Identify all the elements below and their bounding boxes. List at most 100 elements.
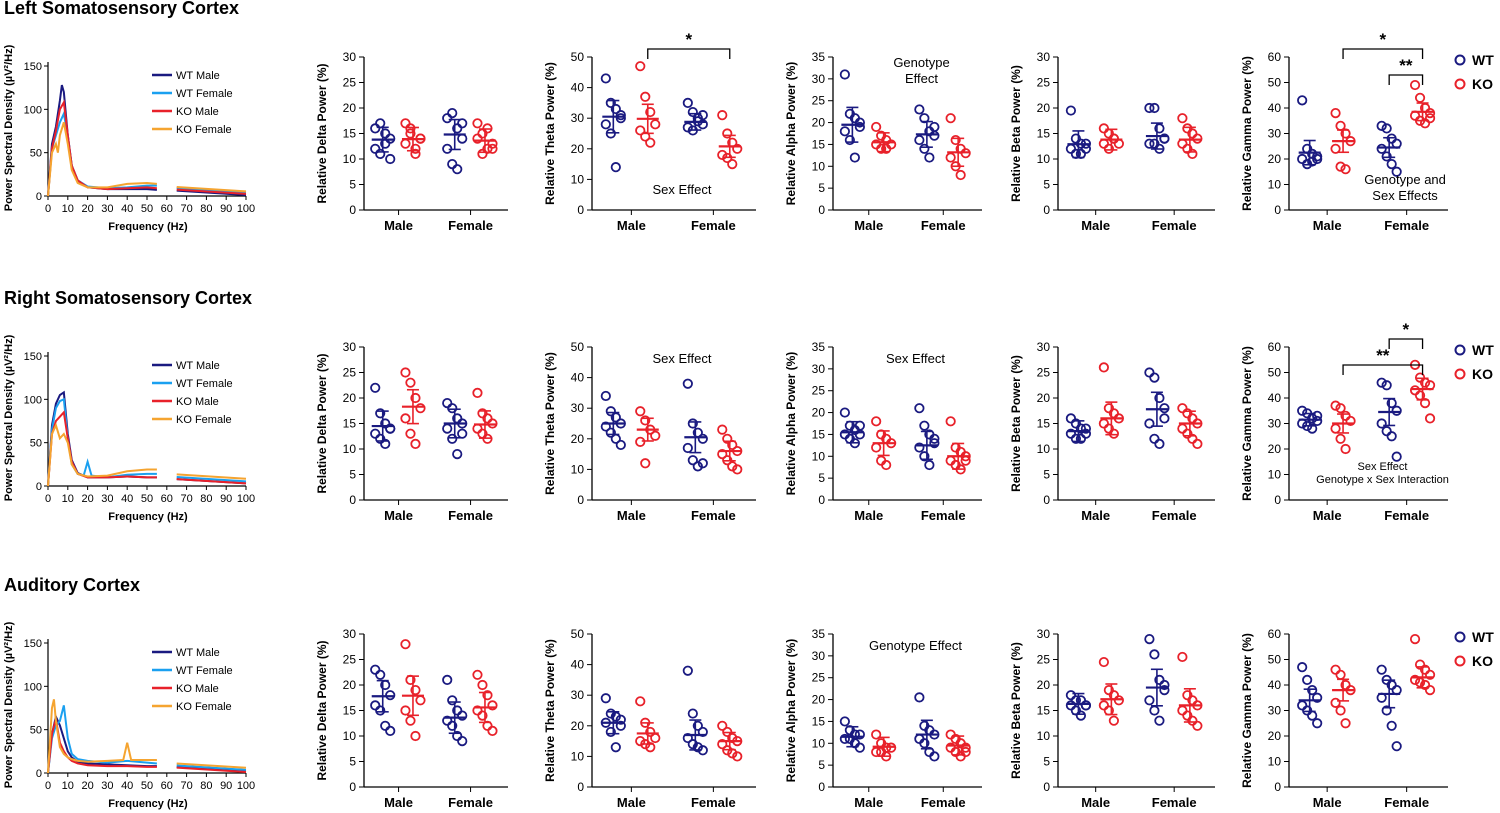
panel-y-tick-label: 20 bbox=[571, 142, 585, 156]
psd-series-line-high bbox=[176, 478, 247, 485]
panel-y-label: Relative Delta Power (%) bbox=[315, 640, 329, 780]
panel-y-tick-label: 35 bbox=[812, 50, 826, 64]
panel-y-tick-label: 15 bbox=[1037, 127, 1051, 141]
panel-y-tick-label: 10 bbox=[1037, 729, 1051, 743]
data-point-wt-female bbox=[687, 418, 698, 429]
panel-y-tick-label: 20 bbox=[1268, 729, 1282, 743]
data-point-wt-male bbox=[844, 134, 855, 146]
panel-y-label: Relative Theta Power (%) bbox=[543, 639, 557, 782]
psd-x-label: Frequency (Hz) bbox=[108, 798, 188, 810]
data-point-ko-female bbox=[1409, 633, 1421, 645]
data-point-wt-female bbox=[697, 110, 708, 121]
panel-y-tick-label: 5 bbox=[818, 181, 825, 195]
annotation-text: Sex Effect bbox=[1358, 461, 1408, 473]
panel-y-tick-label: 25 bbox=[812, 94, 826, 108]
psd-y-label: Power Spectral Density (µV²/Hz) bbox=[3, 44, 15, 211]
data-point-ko-male bbox=[405, 428, 416, 439]
data-point-wt-female bbox=[682, 378, 693, 389]
panel-y-tick-label: 40 bbox=[1268, 101, 1282, 115]
data-point-wt-male bbox=[839, 716, 850, 727]
panel-group-label: Male bbox=[1081, 218, 1110, 233]
data-point-wt-male bbox=[375, 118, 386, 129]
panel-y-tick-label: 20 bbox=[812, 116, 826, 130]
panel-y-tick-label: 20 bbox=[343, 678, 357, 692]
panel-y-tick-label: 10 bbox=[343, 152, 357, 166]
panel-y-tick-label: 5 bbox=[1043, 468, 1050, 482]
panel-group-label: Male bbox=[1081, 508, 1110, 523]
data-point-ko-male bbox=[640, 91, 651, 102]
data-point-wt-male bbox=[1065, 105, 1077, 116]
data-point-wt-female bbox=[682, 122, 693, 133]
psd-x-tick-label: 50 bbox=[141, 203, 153, 215]
panel-y-tick-label: 30 bbox=[343, 50, 357, 64]
panel-y-tick-label: 20 bbox=[343, 391, 357, 405]
data-point-ko-female bbox=[727, 732, 738, 744]
data-point-ko-male bbox=[1098, 123, 1109, 134]
panel-y-tick-label: 0 bbox=[818, 780, 825, 794]
legend-label-ko: KO bbox=[1472, 653, 1493, 669]
data-point-ko-female bbox=[945, 152, 956, 163]
data-point-wt-male bbox=[1312, 692, 1323, 703]
panel-y-tick-label: 30 bbox=[1268, 704, 1282, 718]
panel-y-tick-label: 10 bbox=[1037, 442, 1051, 456]
significance-label: * bbox=[1403, 320, 1410, 339]
psd-series-line-high bbox=[176, 187, 247, 194]
psd-legend-label: WT Male bbox=[176, 70, 220, 82]
data-point-ko-female bbox=[487, 143, 498, 154]
data-point-ko-male bbox=[1098, 418, 1109, 429]
data-point-ko-female bbox=[472, 387, 483, 398]
psd-series-line bbox=[47, 122, 157, 197]
panel-y-tick-label: 50 bbox=[1268, 653, 1282, 667]
annotation-text: Genotype x Sex Interaction bbox=[1316, 474, 1449, 486]
psd-x-tick-label: 10 bbox=[62, 203, 74, 215]
data-point-wt-female bbox=[457, 133, 468, 144]
psd-y-tick-label: 50 bbox=[30, 438, 42, 450]
data-point-ko-male bbox=[1335, 403, 1346, 414]
panel-y-tick-label: 5 bbox=[818, 758, 825, 772]
data-point-ko-female bbox=[1424, 413, 1436, 424]
data-point-ko-female bbox=[477, 679, 488, 691]
annotation-text: Effect bbox=[905, 71, 938, 86]
data-point-wt-male bbox=[380, 438, 391, 449]
data-point-wt-female bbox=[1391, 405, 1402, 416]
data-point-ko-male bbox=[876, 143, 887, 154]
panel-y-tick-label: 30 bbox=[812, 649, 826, 663]
psd-x-tick-label: 0 bbox=[45, 203, 51, 215]
psd-series-line-high bbox=[176, 473, 247, 480]
data-point-wt-male bbox=[1297, 662, 1308, 673]
data-point-wt-female bbox=[447, 433, 458, 444]
psd-x-tick-label: 0 bbox=[45, 493, 51, 505]
data-point-ko-female bbox=[1424, 108, 1436, 119]
legend-label-ko: KO bbox=[1472, 76, 1493, 92]
data-point-ko-male bbox=[410, 392, 421, 404]
panel-group-label: Male bbox=[617, 795, 646, 810]
panel-y-label: Relative Delta Power (%) bbox=[315, 353, 329, 493]
panel-y-tick-label: 30 bbox=[812, 72, 826, 86]
panel-group-label: Male bbox=[1081, 795, 1110, 810]
data-point-wt-female bbox=[692, 720, 703, 731]
data-point-ko-male bbox=[650, 732, 661, 744]
data-point-ko-female bbox=[1409, 674, 1421, 686]
data-point-wt-female bbox=[929, 433, 940, 444]
data-point-wt-female bbox=[682, 665, 693, 676]
data-point-wt-female bbox=[682, 442, 693, 454]
panel-y-tick-label: 25 bbox=[1037, 366, 1051, 380]
panel-y-tick-label: 25 bbox=[343, 653, 357, 667]
panel-y-tick-label: 0 bbox=[349, 203, 356, 217]
annotation-text: Genotype Effect bbox=[869, 638, 962, 653]
data-point-ko-female bbox=[1424, 669, 1436, 680]
data-point-wt-female bbox=[1144, 418, 1155, 429]
panel-y-label: Relative Alpha Power (%) bbox=[784, 62, 798, 206]
psd-x-tick-label: 100 bbox=[237, 493, 255, 505]
panel-y-tick-label: 30 bbox=[1037, 340, 1051, 354]
panel-y-tick-label: 30 bbox=[571, 401, 585, 415]
data-point-ko-female bbox=[950, 134, 961, 146]
psd-x-tick-label: 80 bbox=[200, 203, 212, 215]
psd-series-line-high bbox=[176, 188, 247, 195]
panel-y-label: Relative Theta Power (%) bbox=[543, 352, 557, 495]
psd-series-line bbox=[47, 699, 157, 774]
panel-y-tick-label: 30 bbox=[812, 362, 826, 376]
panel-y-tick-label: 25 bbox=[812, 384, 826, 398]
data-point-ko-male bbox=[1108, 428, 1119, 439]
data-point-ko-male bbox=[871, 729, 882, 740]
